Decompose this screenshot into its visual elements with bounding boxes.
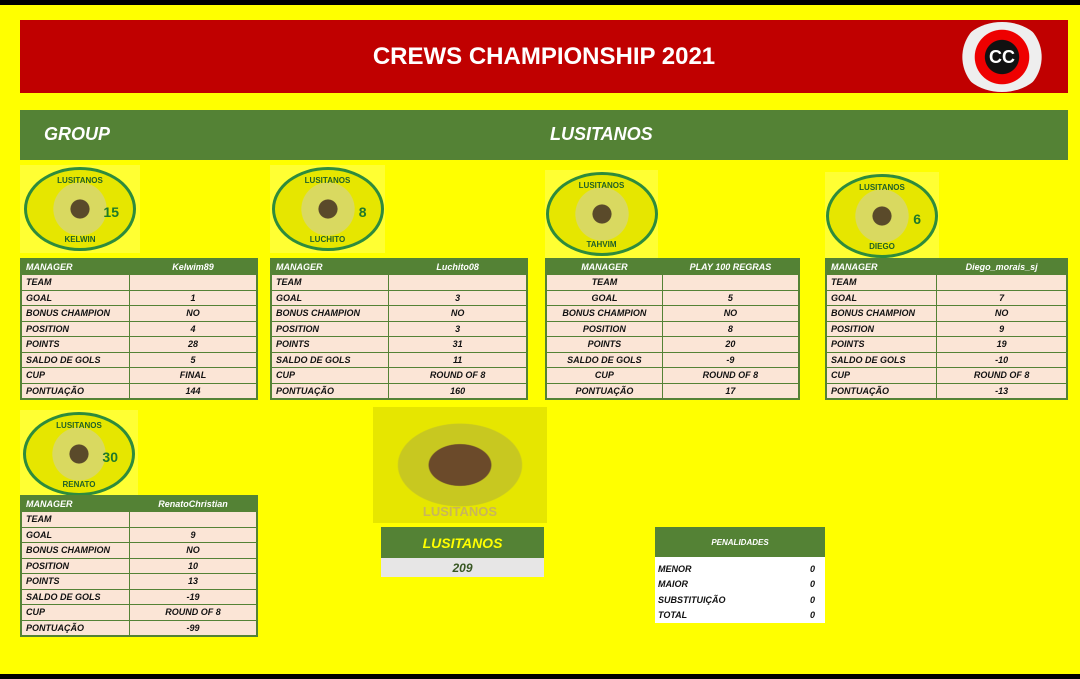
manager-name: PLAY 100 REGRAS — [661, 258, 800, 275]
table-row: TEAM — [20, 274, 258, 291]
table-row: MANAGER Diego_morais_sj — [825, 258, 1068, 275]
team-total-name: LUSITANOS — [381, 527, 544, 558]
table-row: POINTS 28 — [20, 336, 258, 353]
table-row: GOAL 9 — [20, 526, 258, 543]
player-badge: LUSITANOS 15 KELWIN — [20, 165, 140, 253]
team-total-score: 209 — [381, 558, 544, 577]
penalty-row: MAIOR 0 — [658, 579, 815, 590]
player-stats-table: MANAGER Kelwim89 TEAM GOAL 1 BONUS CHAMPION NO… — [20, 258, 258, 400]
penalty-row: SUBSTITUIÇÃO 0 — [658, 594, 815, 605]
table-row: GOAL 1 — [20, 289, 258, 306]
table-row: PONTUAÇÃO 160 — [270, 382, 528, 399]
badge-number: 8 — [358, 204, 367, 220]
table-row: SALDO DE GOLS -19 — [20, 588, 258, 605]
table-row: PONTUAÇÃO -99 — [20, 619, 258, 636]
table-row: POSITION 3 — [270, 320, 528, 337]
table-row: SALDO DE GOLS 11 — [270, 351, 528, 368]
player-badge: LUSITANOS 30 RENATO — [20, 410, 138, 498]
table-row: PONTUAÇÃO 17 — [545, 382, 800, 399]
penalties-table: PENALIDADES MENOR 0 MAIOR 0 SUBSTITUIÇÃO 0 TOT… — [655, 527, 825, 623]
table-row: SALDO DE GOLS -9 — [545, 351, 800, 368]
group-name: LUSITANOS — [550, 124, 653, 144]
player-stats-table: MANAGER Diego_morais_sj TEAM GOAL 7 BONUS CHA… — [825, 258, 1068, 400]
table-row: POINTS 13 — [20, 573, 258, 590]
logo-text: CC — [989, 46, 1015, 67]
badge-name: LUCHITO — [309, 235, 346, 244]
manager-name: Kelwim89 — [129, 258, 258, 275]
table-row: MANAGER RenatoChristian — [20, 495, 258, 512]
table-row: PONTUAÇÃO -13 — [825, 382, 1068, 399]
badge-number: 30 — [102, 449, 118, 465]
team-logo-text: LUSITANOS — [422, 504, 498, 519]
penalty-row: TOTAL 0 — [658, 610, 815, 621]
player-badge: LUSITANOS 6 DIEGO — [825, 172, 939, 260]
table-row: POSITION 4 — [20, 320, 258, 337]
group-bar: GROUP LUSITANOS — [20, 110, 1068, 160]
manager-name: RenatoChristian — [129, 495, 258, 512]
table-row: MANAGER Kelwim89 — [20, 258, 258, 275]
table-row: BONUS CHAMPION NO — [270, 305, 528, 322]
table-row: POINTS 31 — [270, 336, 528, 353]
group-label: GROUP — [44, 124, 111, 144]
table-row: SALDO DE GOLS 5 — [20, 351, 258, 368]
badge-name: DIEGO — [869, 242, 895, 251]
badge-name: RENATO — [62, 480, 96, 489]
player-badge: LUSITANOS TAHVIM — [545, 170, 658, 258]
manager-name: Diego_morais_sj — [936, 258, 1068, 275]
player-stats-table: MANAGER Luchito08 TEAM GOAL 3 BONUS CHAMPION N… — [270, 258, 528, 400]
table-row: BONUS CHAMPION NO — [20, 305, 258, 322]
badge-name: KELWIN — [64, 235, 96, 244]
table-row: BONUS CHAMPION NO — [545, 305, 800, 322]
table-row: TEAM — [825, 274, 1068, 291]
championship-sheet: CREWS CHAMPIONSHIP 2021 CC GROUP LUSITAN… — [0, 5, 1080, 674]
badge-name: TAHVIM — [586, 240, 617, 249]
championship-logo: CC — [958, 22, 1046, 92]
team-logo: LUSITANOS — [373, 407, 547, 523]
page-title: CREWS CHAMPIONSHIP 2021 — [372, 42, 716, 70]
manager-name: Luchito08 — [388, 258, 528, 275]
table-row: CUP ROUND OF 8 — [545, 367, 800, 384]
table-row: TEAM — [20, 511, 258, 528]
table-row: CUP FINAL — [20, 367, 258, 384]
table-row: CUP ROUND OF 8 — [270, 367, 528, 384]
player-badge: LUSITANOS 8 LUCHITO — [270, 165, 385, 253]
penalties-title: PENALIDADES — [655, 527, 825, 557]
table-row: MANAGER PLAY 100 REGRAS — [545, 258, 800, 275]
table-row: GOAL 3 — [270, 289, 528, 306]
table-row: TEAM — [270, 274, 528, 291]
title-bar: CREWS CHAMPIONSHIP 2021 CC — [20, 20, 1068, 93]
table-row: POSITION 10 — [20, 557, 258, 574]
table-row: CUP ROUND OF 8 — [20, 604, 258, 621]
table-row: GOAL 7 — [825, 289, 1068, 306]
table-row: GOAL 5 — [545, 289, 800, 306]
table-row: POINTS 19 — [825, 336, 1068, 353]
player-stats-table: MANAGER RenatoChristian TEAM GOAL 9 BONUS CHA… — [20, 495, 258, 637]
table-row: POINTS 20 — [545, 336, 800, 353]
table-row: SALDO DE GOLS -10 — [825, 351, 1068, 368]
badge-number: 6 — [913, 211, 921, 227]
table-row: POSITION 8 — [545, 320, 800, 337]
team-total-box: LUSITANOS 209 — [381, 527, 544, 577]
table-row: BONUS CHAMPION NO — [825, 305, 1068, 322]
penalty-row: MENOR 0 — [658, 563, 815, 574]
table-row: TEAM — [545, 274, 800, 291]
player-stats-table: MANAGER PLAY 100 REGRAS TEAM GOAL 5 BONUS CHA… — [545, 258, 800, 400]
badge-number: 15 — [103, 204, 119, 220]
table-row: MANAGER Luchito08 — [270, 258, 528, 275]
table-row: POSITION 9 — [825, 320, 1068, 337]
table-row: PONTUAÇÃO 144 — [20, 382, 258, 399]
table-row: CUP ROUND OF 8 — [825, 367, 1068, 384]
table-row: BONUS CHAMPION NO — [20, 542, 258, 559]
